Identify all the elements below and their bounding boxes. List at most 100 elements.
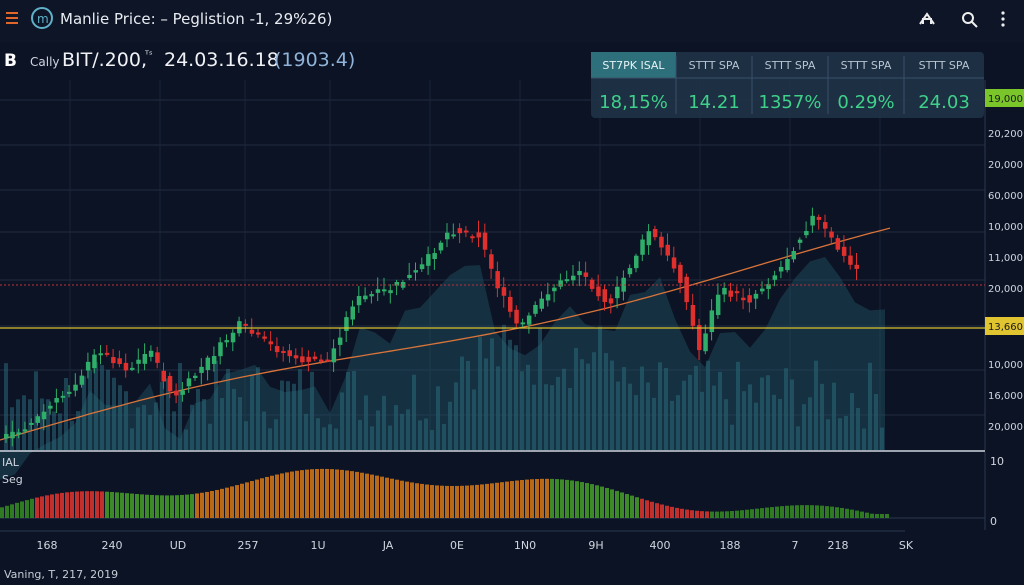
indicator-bar xyxy=(20,501,24,518)
time-axis: 168 240 UD 257 1U JA 0E 1N0 9H 400 188 7 218 SK xyxy=(0,530,914,552)
indicator-bar xyxy=(820,505,824,518)
volume-bar xyxy=(430,429,434,450)
indicator-bar xyxy=(245,482,249,518)
volume-bar xyxy=(532,384,536,450)
indicator-bar xyxy=(365,473,369,518)
indicator-bar xyxy=(750,509,754,518)
volume-bar xyxy=(772,394,776,450)
candle-body xyxy=(476,232,481,238)
indicator-bar xyxy=(815,505,819,518)
indicator-bar xyxy=(545,478,549,518)
candle-body xyxy=(671,257,677,269)
indicator-label: Seg xyxy=(2,473,23,486)
time-axis-label: SK xyxy=(899,539,914,552)
indicator-bar xyxy=(830,506,834,518)
indicator-bar xyxy=(295,470,299,518)
volume-bar xyxy=(292,383,296,450)
indicator-bar xyxy=(575,481,579,518)
volume-bar xyxy=(178,363,182,450)
menu-icon[interactable] xyxy=(6,12,18,24)
volume-bar xyxy=(748,384,752,450)
indicator-bar xyxy=(175,495,179,518)
indicator-bar xyxy=(100,491,104,518)
coin-icon: B xyxy=(4,51,17,71)
candle-body xyxy=(722,287,727,295)
indicator-bar xyxy=(630,495,634,518)
stats-value: 18,15% xyxy=(599,92,668,113)
volume-bar xyxy=(76,411,80,450)
indicator-bar xyxy=(620,492,624,518)
indicator-bar xyxy=(485,483,489,518)
stats-header: STTT SPA xyxy=(919,59,970,72)
candle-body xyxy=(174,390,179,396)
candle-body xyxy=(489,254,494,269)
indicator-plot: IAL Seg 10 0 xyxy=(0,452,1004,530)
candle-body xyxy=(48,405,53,409)
time-axis-label: 9H xyxy=(588,539,603,552)
candle-body xyxy=(369,294,374,297)
indicator-bar xyxy=(415,483,419,518)
candle-body xyxy=(262,336,267,339)
indicator-bar xyxy=(760,508,764,518)
indicator-bar xyxy=(840,507,844,518)
indicator-bar xyxy=(380,476,384,518)
indicator-bar xyxy=(225,487,229,518)
indicator-bar xyxy=(470,485,474,518)
candle-body xyxy=(791,251,796,260)
indicator-bar xyxy=(410,482,414,518)
indicator-bar xyxy=(655,503,659,518)
indicator-bar xyxy=(165,495,169,518)
volume-bar xyxy=(742,391,746,450)
volume-bar xyxy=(280,380,284,450)
volume-bar xyxy=(478,337,482,450)
volume-bar xyxy=(40,398,44,450)
search-icon[interactable] xyxy=(962,12,978,28)
volume-bar xyxy=(646,382,650,450)
volume-bar xyxy=(556,376,560,450)
indicator-bar xyxy=(45,495,49,518)
volume-bar xyxy=(502,324,506,450)
ticker-symbol: BIT/.200, xyxy=(62,49,147,71)
indicator-bar xyxy=(805,505,809,518)
volume-bar xyxy=(826,419,830,450)
volume-bar xyxy=(196,388,200,450)
volume-bar xyxy=(82,376,86,450)
candle-body xyxy=(678,264,683,283)
indicator-bar xyxy=(790,505,794,518)
indicator-bar xyxy=(105,491,109,518)
candle-body xyxy=(331,348,337,363)
indicator-bar xyxy=(565,479,569,518)
indicator-bar xyxy=(730,511,734,518)
candle-body xyxy=(419,264,425,270)
indicator-bar xyxy=(340,469,344,518)
indicator-bar xyxy=(650,501,654,518)
volume-bar xyxy=(106,369,110,450)
candle-body xyxy=(445,232,450,240)
volume-bar xyxy=(628,383,632,450)
volume-bar xyxy=(4,363,8,450)
indicator-bar xyxy=(490,483,494,518)
volume-bar xyxy=(676,395,680,450)
home-icon[interactable] xyxy=(919,12,935,25)
volume-bar xyxy=(388,425,392,450)
indicator-bar xyxy=(315,469,319,518)
indicator-bar xyxy=(115,492,119,518)
volume-bar xyxy=(250,374,254,450)
indicator-bar xyxy=(325,468,329,518)
volume-bar xyxy=(634,395,638,450)
indicator-bar xyxy=(210,491,214,518)
indicator-bar xyxy=(290,471,294,518)
volume-bar xyxy=(208,423,212,450)
indicator-bar xyxy=(855,510,859,518)
volume-bar xyxy=(472,389,476,450)
indicator-bar xyxy=(235,485,239,518)
candle-body xyxy=(703,333,708,352)
candle-body xyxy=(243,323,248,326)
price-axis-label: 20,000 xyxy=(988,160,1023,171)
candle-body xyxy=(665,244,670,256)
more-icon[interactable] xyxy=(1001,11,1005,27)
candle-body xyxy=(218,342,223,357)
indicator-bar xyxy=(635,497,639,518)
candle-body xyxy=(829,231,834,238)
